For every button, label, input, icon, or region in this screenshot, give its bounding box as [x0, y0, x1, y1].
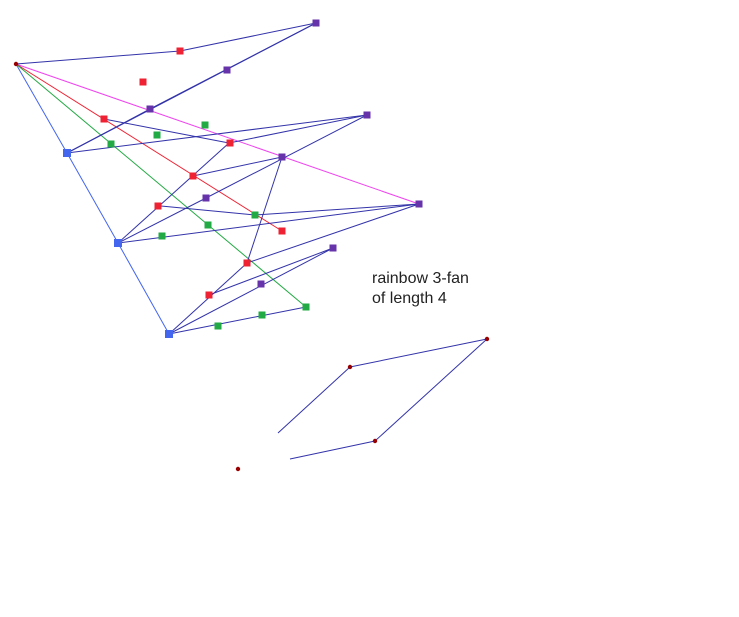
spine-node — [114, 239, 122, 247]
purple-node — [257, 280, 265, 288]
tip-node — [415, 200, 423, 208]
green-node — [158, 232, 166, 240]
fan-edge — [15, 50, 181, 65]
purple-node — [329, 244, 337, 252]
red-node — [243, 259, 251, 267]
caption-line-1: rainbow 3-fan — [372, 270, 469, 287]
fan-edge — [149, 22, 317, 110]
fan-edge — [117, 142, 230, 244]
purple-node — [146, 105, 154, 113]
red-node — [226, 139, 234, 147]
fan-edge — [179, 22, 317, 52]
green-node — [258, 311, 266, 319]
purple-node — [278, 153, 286, 161]
green-ray — [15, 63, 307, 308]
fan-edge — [160, 205, 256, 216]
red-ray — [15, 63, 283, 232]
small-point — [347, 364, 353, 370]
green-node — [214, 322, 222, 330]
green-node — [201, 121, 209, 129]
diagram-nodes — [13, 19, 423, 338]
fan-edge — [254, 203, 420, 216]
fan-edge — [192, 156, 283, 177]
fan-edge — [168, 306, 307, 335]
fan-edge — [66, 114, 368, 154]
spine-edge — [15, 63, 68, 154]
fan-edge — [246, 156, 283, 264]
apex-point — [13, 61, 19, 67]
red-node — [278, 227, 286, 235]
small-point — [484, 336, 490, 342]
fan-edge — [205, 114, 368, 199]
red-node — [176, 47, 184, 55]
small-point — [372, 438, 378, 444]
fan-edge — [168, 247, 334, 335]
small-edge — [374, 338, 488, 442]
small-point — [235, 466, 241, 472]
purple-node — [223, 66, 231, 74]
green-node — [302, 303, 310, 311]
spine-node — [165, 330, 173, 338]
diagram-edges — [15, 22, 420, 335]
small-parallelogram — [235, 336, 490, 472]
fan-edge — [117, 203, 420, 244]
fan-edge — [66, 108, 151, 154]
red-node — [139, 78, 147, 86]
tip-node — [363, 111, 371, 119]
red-node — [205, 291, 213, 299]
tip-node — [312, 19, 320, 27]
fan-edge — [246, 203, 420, 264]
red-node — [100, 115, 108, 123]
fan-edge — [208, 247, 334, 296]
spine-edge — [66, 152, 119, 244]
fan-edge — [228, 114, 368, 144]
fan-edge — [117, 197, 207, 244]
green-node — [204, 221, 212, 229]
green-node — [251, 211, 259, 219]
fan-edge — [103, 118, 230, 144]
green-node — [153, 131, 161, 139]
spine-edge — [117, 242, 170, 335]
small-edge — [349, 338, 488, 368]
green-node — [107, 140, 115, 148]
caption-line-2: of length 4 — [372, 290, 447, 307]
purple-node — [202, 194, 210, 202]
small-edge — [289, 440, 376, 460]
small-edge — [277, 366, 351, 434]
red-node — [189, 172, 197, 180]
red-node — [154, 202, 162, 210]
spine-node — [63, 149, 71, 157]
